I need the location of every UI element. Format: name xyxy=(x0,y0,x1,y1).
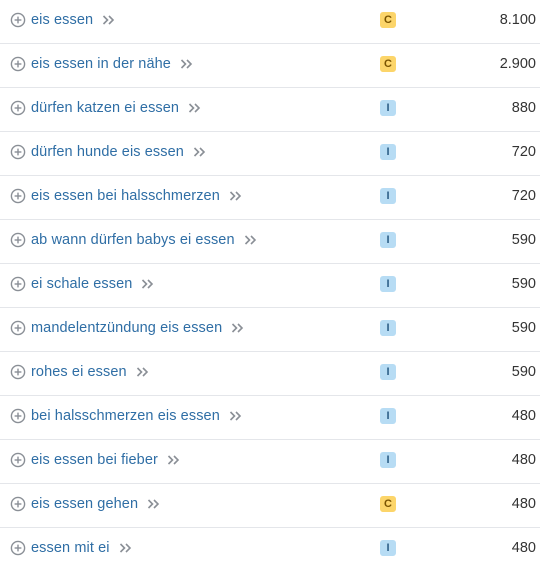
table-row: eis essen bei fieber I 480 xyxy=(0,440,540,484)
search-volume: 590 xyxy=(511,319,536,336)
search-volume: 720 xyxy=(511,143,536,160)
search-volume: 720 xyxy=(511,187,536,204)
intent-badge: I xyxy=(380,187,396,204)
table-row: dürfen katzen ei essen I 880 xyxy=(0,88,540,132)
keyword-link[interactable]: eis essen in der nähe xyxy=(31,55,171,72)
table-row: rohes ei essen I 590 xyxy=(0,352,540,396)
table-row: eis essen bei halsschmerzen I 720 xyxy=(0,176,540,220)
add-keyword-icon[interactable] xyxy=(10,408,26,424)
open-keyword-icon[interactable] xyxy=(229,190,242,201)
table-row: eis essen C 8.100 xyxy=(0,0,540,44)
intent-badge: C xyxy=(380,55,396,72)
add-keyword-icon[interactable] xyxy=(10,496,26,512)
intent-badge: I xyxy=(380,407,396,424)
intent-badge: I xyxy=(380,319,396,336)
add-keyword-icon[interactable] xyxy=(10,540,26,556)
table-row: ab wann dürfen babys ei essen I 590 xyxy=(0,220,540,264)
open-keyword-icon[interactable] xyxy=(147,498,160,509)
search-volume: 480 xyxy=(511,451,536,468)
open-keyword-icon[interactable] xyxy=(188,102,201,113)
open-keyword-icon[interactable] xyxy=(229,410,242,421)
open-keyword-icon[interactable] xyxy=(119,543,132,553)
search-volume: 2.900 xyxy=(499,55,536,72)
keyword-link[interactable]: eis essen bei halsschmerzen xyxy=(31,187,220,204)
keyword-link[interactable]: essen mit ei xyxy=(31,540,110,556)
search-volume: 480 xyxy=(511,407,536,424)
keyword-link[interactable]: dürfen katzen ei essen xyxy=(31,99,180,116)
intent-badge: I xyxy=(380,99,396,116)
keyword-link[interactable]: dürfen hunde eis essen xyxy=(31,143,184,160)
open-keyword-icon[interactable] xyxy=(167,454,180,465)
table-row: mandelentzündung eis essen I 590 xyxy=(0,308,540,352)
intent-badge: I xyxy=(380,451,396,468)
search-volume: 880 xyxy=(511,99,536,116)
add-keyword-icon[interactable] xyxy=(10,232,26,248)
table-row: essen mit ei I 480 xyxy=(0,528,540,572)
open-keyword-icon[interactable] xyxy=(141,278,154,289)
intent-badge: I xyxy=(380,231,396,248)
keyword-link[interactable]: ab wann dürfen babys ei essen xyxy=(31,231,235,248)
table-row: dürfen hunde eis essen I 720 xyxy=(0,132,540,176)
table-row: eis essen gehen C 480 xyxy=(0,484,540,528)
open-keyword-icon[interactable] xyxy=(102,14,115,25)
table-row: eis essen in der nähe C 2.900 xyxy=(0,44,540,88)
add-keyword-icon[interactable] xyxy=(10,364,26,380)
add-keyword-icon[interactable] xyxy=(10,144,26,160)
add-keyword-icon[interactable] xyxy=(10,188,26,204)
keyword-link[interactable]: eis essen bei fieber xyxy=(31,451,158,468)
table-row: bei halsschmerzen eis essen I 480 xyxy=(0,396,540,440)
open-keyword-icon[interactable] xyxy=(231,322,244,333)
add-keyword-icon[interactable] xyxy=(10,276,26,292)
add-keyword-icon[interactable] xyxy=(10,320,26,336)
keyword-link[interactable]: bei halsschmerzen eis essen xyxy=(31,407,220,424)
add-keyword-icon[interactable] xyxy=(10,452,26,468)
search-volume: 480 xyxy=(511,495,536,512)
intent-badge: C xyxy=(380,11,396,28)
search-volume: 590 xyxy=(511,363,536,380)
keyword-link[interactable]: ei schale essen xyxy=(31,275,133,292)
keyword-link[interactable]: eis essen xyxy=(31,11,94,28)
intent-badge: I xyxy=(380,363,396,380)
intent-badge: I xyxy=(380,540,396,556)
open-keyword-icon[interactable] xyxy=(193,146,206,157)
add-keyword-icon[interactable] xyxy=(10,56,26,72)
intent-badge: C xyxy=(380,495,396,512)
keyword-link[interactable]: eis essen gehen xyxy=(31,495,139,512)
keyword-link[interactable]: rohes ei essen xyxy=(31,363,127,380)
add-keyword-icon[interactable] xyxy=(10,12,26,28)
intent-badge: I xyxy=(380,143,396,160)
open-keyword-icon[interactable] xyxy=(244,234,257,245)
search-volume: 590 xyxy=(511,275,536,292)
search-volume: 590 xyxy=(511,231,536,248)
intent-badge: I xyxy=(380,275,396,292)
open-keyword-icon[interactable] xyxy=(180,58,193,69)
search-volume: 8.100 xyxy=(499,11,536,28)
search-volume: 480 xyxy=(511,540,536,556)
open-keyword-icon[interactable] xyxy=(136,366,149,377)
keyword-link[interactable]: mandelentzündung eis essen xyxy=(31,319,223,336)
add-keyword-icon[interactable] xyxy=(10,100,26,116)
table-row: ei schale essen I 590 xyxy=(0,264,540,308)
